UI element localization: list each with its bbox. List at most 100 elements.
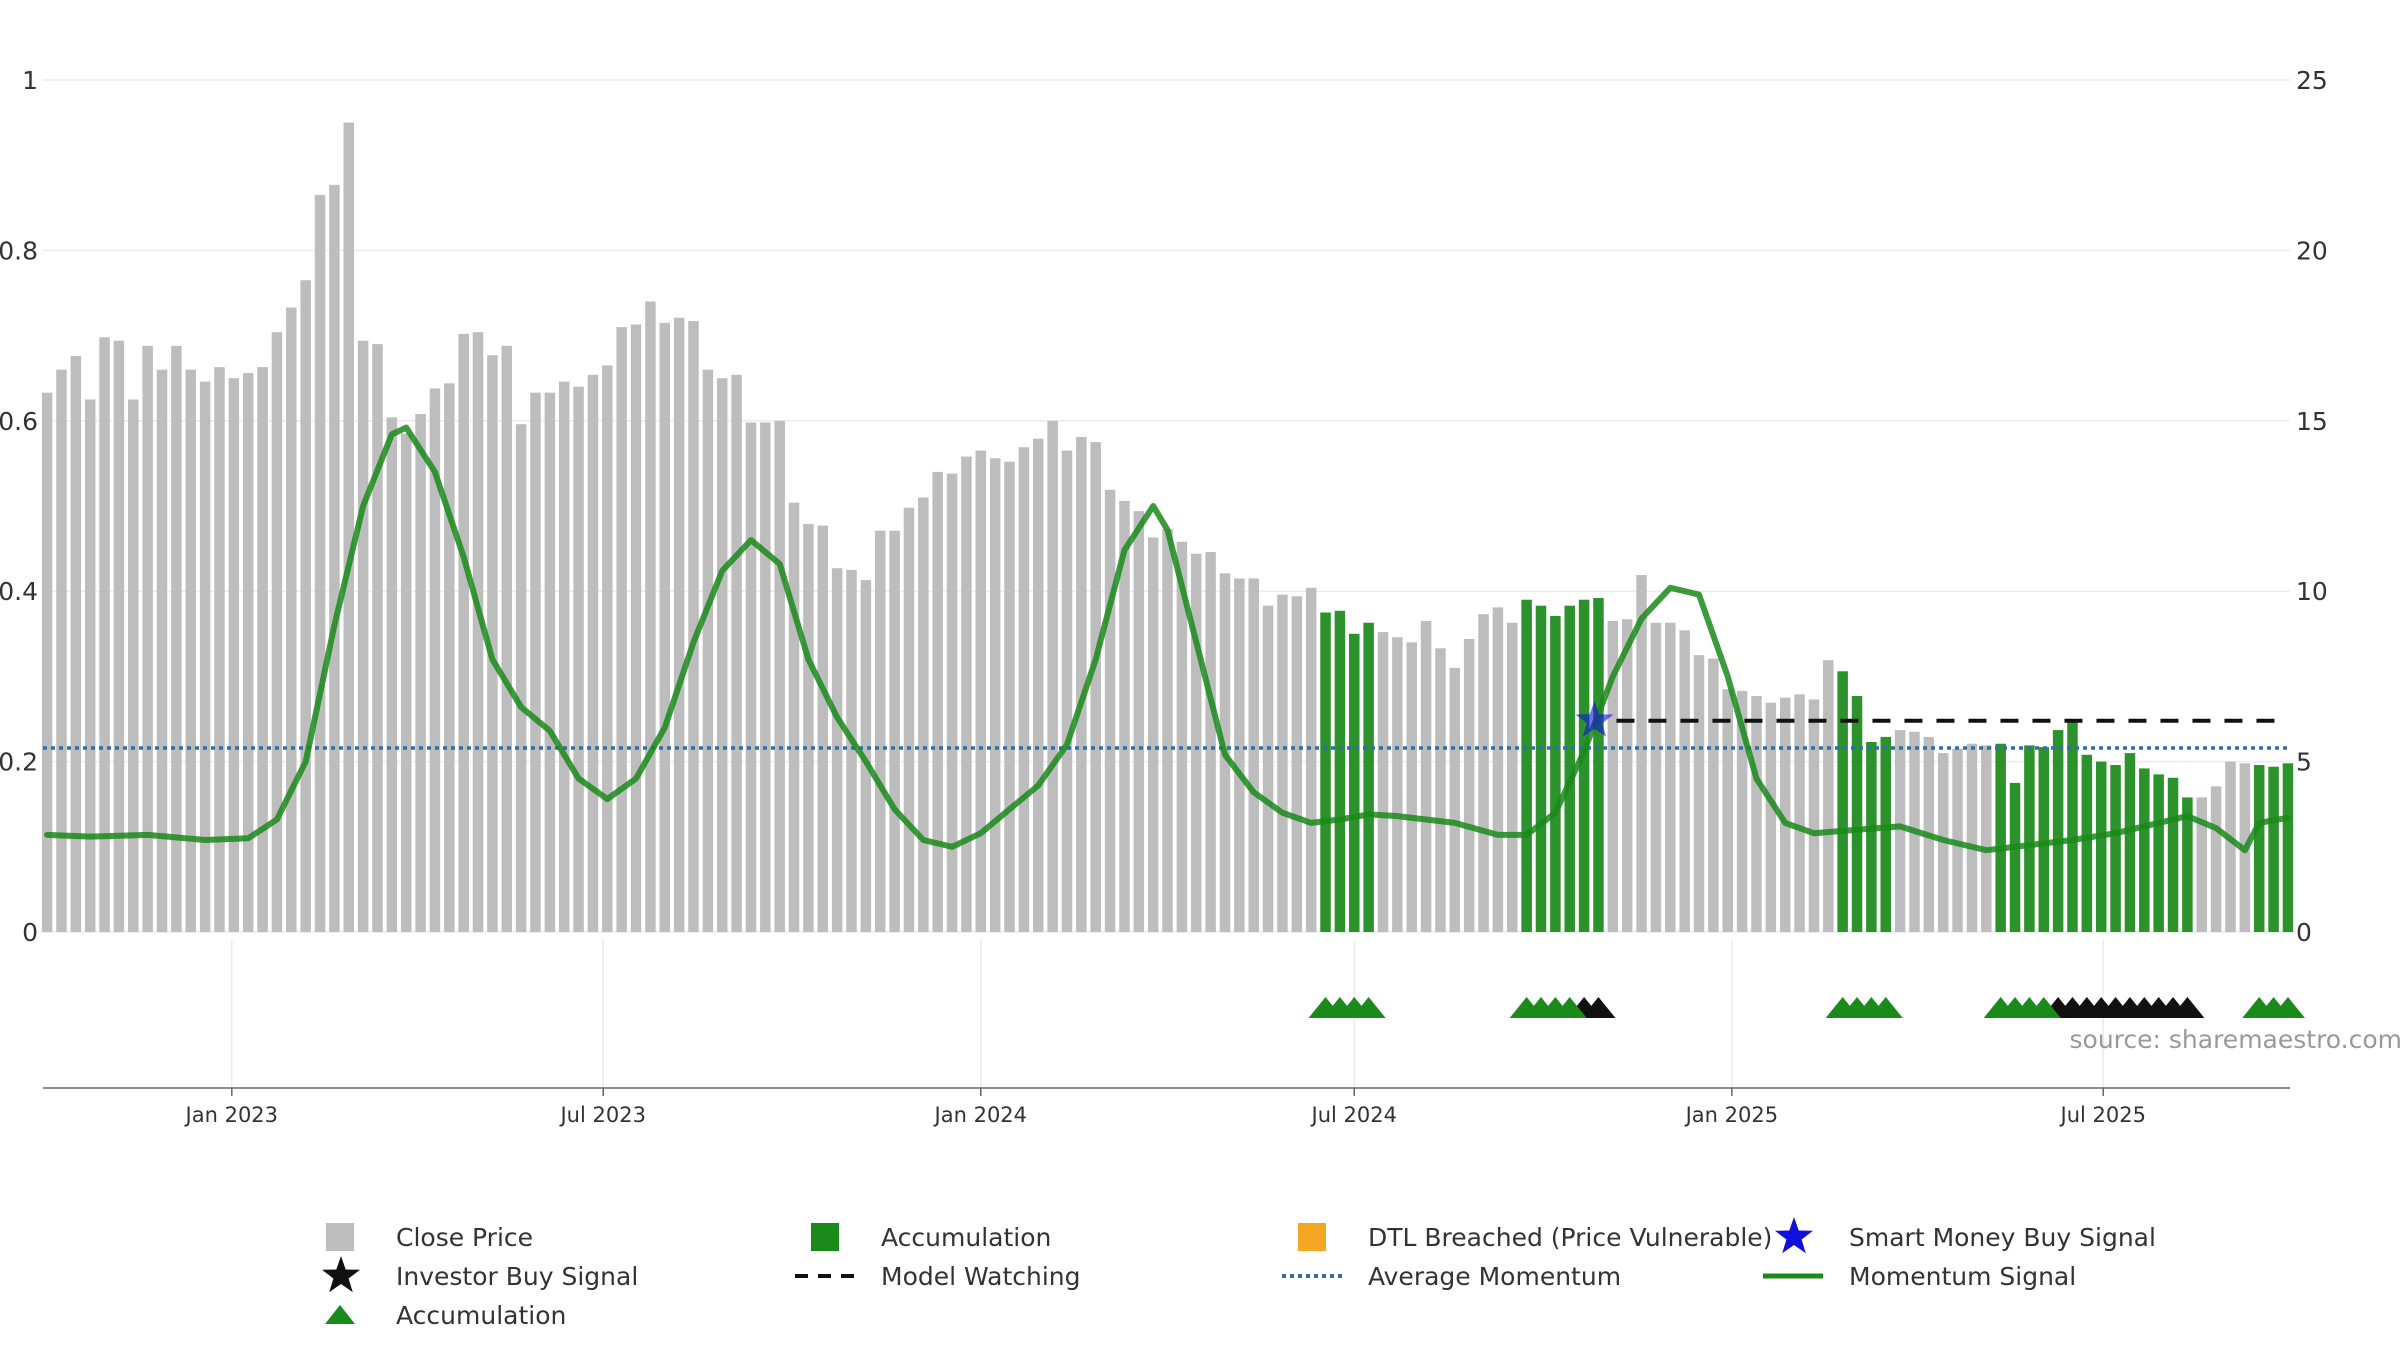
close-price-bar xyxy=(113,340,125,932)
accumulation-bar xyxy=(2038,747,2050,932)
close-price-bar xyxy=(1722,689,1733,932)
accumulation-bar xyxy=(1564,605,1575,932)
accumulation-bar xyxy=(1521,599,1532,932)
close-price-bar xyxy=(587,374,599,932)
accumulation-bar xyxy=(2009,782,2021,932)
x-tick-label: Jan 2025 xyxy=(1684,1103,1779,1127)
close-price-bar xyxy=(1104,489,1116,932)
close-price-bar xyxy=(731,374,742,932)
close-price-bar xyxy=(357,340,369,932)
accumulation-bar xyxy=(2110,765,2121,932)
close-price-bar xyxy=(1636,575,1647,932)
close-price-bar xyxy=(846,569,857,932)
x-tick-label: Jan 2023 xyxy=(184,1103,279,1127)
close-price-bar xyxy=(1248,578,1259,932)
accumulation-bar xyxy=(2282,763,2294,932)
close-price-bar xyxy=(716,378,728,932)
close-price-bar xyxy=(1507,622,1518,932)
close-price-bar xyxy=(1004,461,1015,932)
x-tick-label: Jul 2024 xyxy=(1310,1103,1397,1127)
accumulation-bar xyxy=(2067,719,2078,932)
y-right-tick-label: 25 xyxy=(2296,66,2328,95)
close-price-bar xyxy=(1665,622,1676,932)
close-price-bar xyxy=(889,530,900,932)
close-price-bar xyxy=(271,332,283,932)
close-price-bar xyxy=(343,122,355,933)
close-price-bar xyxy=(300,280,311,933)
close-price-bar xyxy=(673,317,685,932)
close-price-bar xyxy=(1076,436,1087,932)
close-price-bar xyxy=(1061,450,1073,932)
accumulation-bar xyxy=(1995,743,2006,932)
close-price-bar xyxy=(1406,642,1417,932)
close-price-bar xyxy=(1047,420,1058,932)
legend-label: Smart Money Buy Signal xyxy=(1849,1223,2156,1252)
close-price-bar xyxy=(803,523,814,932)
accumulation-bar xyxy=(2052,730,2064,932)
accumulation-marker xyxy=(2026,997,2061,1018)
close-price-bar xyxy=(99,337,110,933)
source-label: source: sharemaestro.com xyxy=(2070,1025,2400,1054)
close-price-bar xyxy=(774,420,785,932)
accumulation-bar xyxy=(2081,754,2093,932)
close-price-bar xyxy=(1823,660,1834,932)
close-price-bar xyxy=(400,433,412,932)
close-price-bar xyxy=(745,422,757,932)
y-right-tick-label: 10 xyxy=(2296,577,2328,606)
close-price-bar xyxy=(961,456,972,932)
y-left-tick-label: 0.2 xyxy=(0,748,38,777)
legend-label: Average Momentum xyxy=(1368,1262,1621,1291)
close-price-bar xyxy=(1894,730,1906,932)
close-price-bar xyxy=(415,413,426,932)
close-price-bar xyxy=(515,424,527,932)
close-price-bar xyxy=(1162,529,1173,932)
close-price-bar xyxy=(199,381,211,932)
accumulation-marker xyxy=(1868,997,1903,1018)
close-price-bar xyxy=(817,525,829,932)
close-price-bar xyxy=(1621,619,1633,932)
close-price-bar xyxy=(760,422,771,932)
close-price-bar xyxy=(386,417,398,933)
accumulation-bar xyxy=(1851,695,1863,932)
investor-buy-marker xyxy=(2170,997,2205,1018)
close-price-bar xyxy=(1305,587,1317,932)
legend-label: Model Watching xyxy=(881,1262,1081,1291)
signal-markers xyxy=(1308,700,2305,1018)
close-price-bar xyxy=(458,333,469,932)
accumulation-marker xyxy=(1351,997,1386,1018)
close-price-bar xyxy=(1650,622,1662,932)
close-price-bar xyxy=(573,386,584,933)
axes: 0 0 0.2 5 0.4 10 0.6 15 0.8 20 1 25 Jan 2023 Jul 2023… xyxy=(0,66,2328,1127)
close-price-bar xyxy=(1234,578,1245,932)
close-price-bar xyxy=(171,345,182,933)
close-price-bar xyxy=(1751,695,1762,932)
close-price-bar xyxy=(1478,614,1489,932)
accumulation-bar xyxy=(2024,745,2035,932)
close-price-bar xyxy=(372,344,383,932)
close-price-bar xyxy=(1449,667,1461,932)
close-price-bar xyxy=(329,184,340,932)
close-price-bar xyxy=(1693,655,1705,932)
y-left-tick-label: 0.4 xyxy=(0,577,38,606)
close-price-bar xyxy=(1133,511,1145,932)
legend-blue-star-icon xyxy=(1775,1217,1813,1254)
close-price-bar xyxy=(41,392,53,933)
y-left-tick-label: 0.6 xyxy=(0,407,38,436)
y-right-tick-label: 0 xyxy=(2296,918,2312,947)
accumulation-bar xyxy=(2124,753,2136,932)
accumulation-bar xyxy=(2268,766,2279,932)
close-price-bar xyxy=(487,355,498,932)
legend-black-star-icon xyxy=(322,1256,360,1293)
momentum-signal-line xyxy=(44,424,2291,854)
close-price-bar xyxy=(1191,553,1202,932)
accumulation-bar xyxy=(1535,605,1547,932)
close-price-bar xyxy=(932,471,943,932)
accumulation-bar xyxy=(2253,765,2265,932)
close-price-bar xyxy=(214,367,225,932)
close-price-bar xyxy=(558,381,570,932)
close-price-bar xyxy=(616,327,627,933)
close-price-bar xyxy=(544,392,556,933)
x-tick-label: Jan 2024 xyxy=(933,1103,1028,1127)
close-price-bar xyxy=(702,369,714,932)
